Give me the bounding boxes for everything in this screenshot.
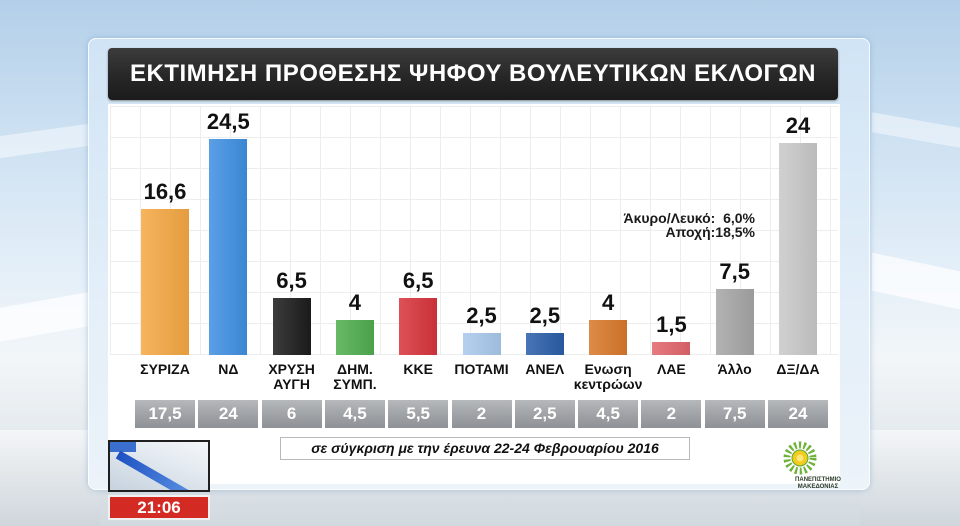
bar-2 [209,138,248,355]
studio-floor [860,430,960,526]
bar-9 [652,341,691,355]
logo-text-line2: ΜΑΚΕΔΟΝΙΑΣ [798,484,839,490]
comparison-value-1: 17,5 [135,400,195,428]
comparison-value-5: 5,5 [388,400,449,428]
category-label-4: ΔΗΜ. ΣΥΜΠ. [333,361,377,392]
category-label-11: ΔΞ/ΔΑ [776,361,820,377]
bar-6 [462,332,501,355]
clock-time: 21:06 [137,498,181,517]
bar-8 [589,319,628,355]
title-bar: ΕΚΤΙΜΗΣΗ ΠΡΟΘΕΣΗΣ ΨΗΦΟΥ ΒΟΥΛΕΥΤΙΚΩΝ ΕΚΛΟ… [108,48,838,100]
category-label-7: ΑΝΕΛ [525,361,565,377]
value-label-6: 2,5 [466,302,497,328]
bar-1 [141,208,189,355]
chart-title: ΕΚΤΙΜΗΣΗ ΠΡΟΘΕΣΗΣ ΨΗΦΟΥ ΒΟΥΛΕΥΤΙΚΩΝ ΕΚΛΟ… [130,60,816,87]
category-label-3: ΧΡΥΣΗ ΑΥΓΗ [268,361,315,392]
comparison-caption: σε σύγκριση με την έρευνα 22-24 Φεβρουαρ… [311,440,659,456]
sun-center-icon [796,454,804,462]
value-label-9: 1,5 [656,311,687,337]
category-label-9: ΛΑΕ [656,361,686,377]
comparison-value-2: 24 [198,400,259,428]
category-label-2: ΝΔ [218,361,239,377]
thumbnail-stripe [115,450,193,490]
category-label-8: Ενωση κεντρώων [573,361,643,392]
comparison-caption-box: σε σύγκριση με την έρευνα 22-24 Φεβρουαρ… [280,437,690,460]
comparison-value-10: 7,5 [704,400,765,428]
bar-4 [335,319,374,355]
comparison-value-4: 4,5 [324,400,385,428]
sun-rays-icon [783,441,817,475]
value-label-11: 24 [785,113,811,139]
category-label-10: Άλλο [717,361,752,377]
value-label-8: 4 [601,289,615,315]
thumbnail-shape [110,442,136,452]
category-label-5: ΚΚΕ [403,361,433,377]
bar-11 [779,143,817,355]
annotation-abstention: Αποχή:18,5% [665,224,755,240]
logo-text-line1: ΠΑΝΕΠΙΣΤΗΜΙΟ [795,477,841,483]
bar-5 [399,297,438,355]
bar-7 [525,332,564,355]
comparison-value-8: 4,5 [578,400,639,428]
category-label-6: ΠΟΤΑΜΙ [454,361,509,377]
comparison-value-9: 2 [641,400,702,428]
studio-floor [0,430,100,526]
clock-box: 21:06 [108,495,210,520]
live-video-thumbnail [108,440,210,492]
bar-3 [272,297,311,355]
bar-10 [715,288,754,355]
category-label-1: ΣΥΡΙΖΑ [140,361,190,377]
comparison-value-11: 24 [768,400,828,428]
value-label-5: 6,5 [402,267,434,293]
value-label-3: 6,5 [276,267,307,293]
value-label-10: 7,5 [719,258,750,284]
value-label-2: 24,5 [206,108,250,134]
value-label-4: 4 [348,289,362,315]
annotation-invalid-blank: Άκυρο/Λευκό: 6,0% [623,210,755,226]
comparison-value-3: 6 [261,400,322,428]
value-label-1: 16,6 [143,178,187,204]
comparison-value-7: 2,5 [514,400,575,428]
value-label-7: 2,5 [529,302,561,328]
university-logo: ΠΑΝΕΠΙΣΤΗΜΙΟ ΜΑΚΕΔΟΝΙΑΣ [783,441,841,490]
comparison-value-6: 2 [451,400,512,428]
